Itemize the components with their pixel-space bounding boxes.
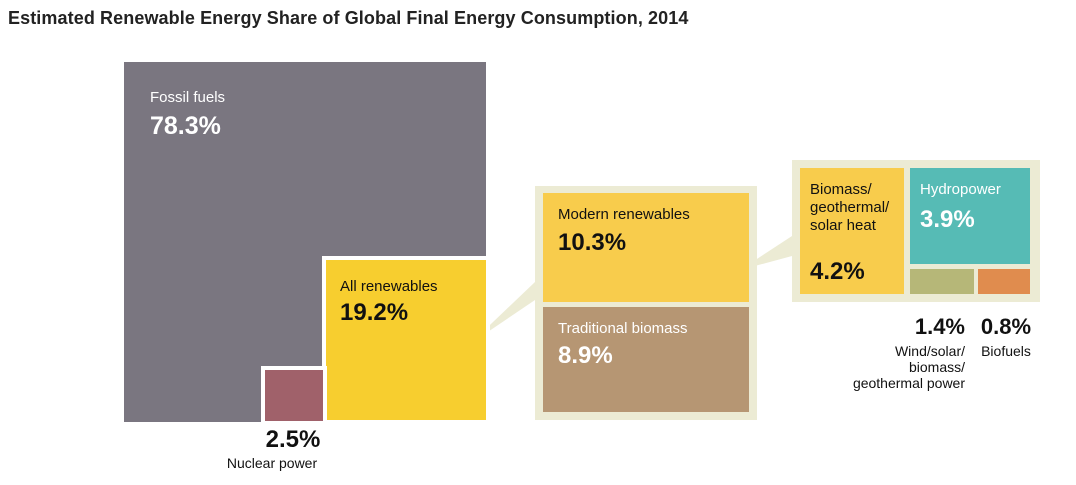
hydropower-block [910,168,1030,264]
heat-label: solar heat [810,217,877,234]
heat-block [800,168,904,294]
all-renewables-block [322,256,490,424]
biofuels-block [978,269,1030,294]
heat-label: Biomass/ [810,181,873,198]
wind-solar-power-label: biomass/ [909,359,965,375]
hydropower-label: Hydropower [920,181,1001,198]
traditional-biomass-label: Traditional biomass [558,320,688,337]
wind-solar-power-block [910,269,974,294]
all-renewables-label: All renewables [340,278,438,295]
wind-solar-power-label: geothermal power [853,375,965,391]
traditional-biomass-value: 8.9% [558,342,613,369]
modern-renewables-value: 10.3% [558,229,626,256]
modern-renewables-label: Modern renewables [558,206,690,223]
fossil-fuels-value: 78.3% [150,112,221,140]
hydropower-value: 3.9% [920,206,975,233]
nuclear-label: Nuclear power [227,455,318,471]
all-renewables-value: 19.2% [340,299,408,326]
chart-title: Estimated Renewable Energy Share of Glob… [8,8,689,28]
callout-pointer-modern [740,236,792,270]
nuclear-block [261,366,327,425]
fossil-fuels-label: Fossil fuels [150,89,225,106]
heat-label: geothermal/ [810,199,890,216]
wind-solar-power-label: Wind/solar/ [895,343,965,359]
nuclear-value: 2.5% [266,426,321,453]
biofuels-value: 0.8% [981,314,1031,339]
heat-value: 4.2% [810,258,865,285]
traditional-biomass-block [543,307,749,412]
wind-solar-power-value: 1.4% [915,314,965,339]
modern-renewables-block [543,193,749,302]
biofuels-label: Biofuels [981,343,1031,359]
